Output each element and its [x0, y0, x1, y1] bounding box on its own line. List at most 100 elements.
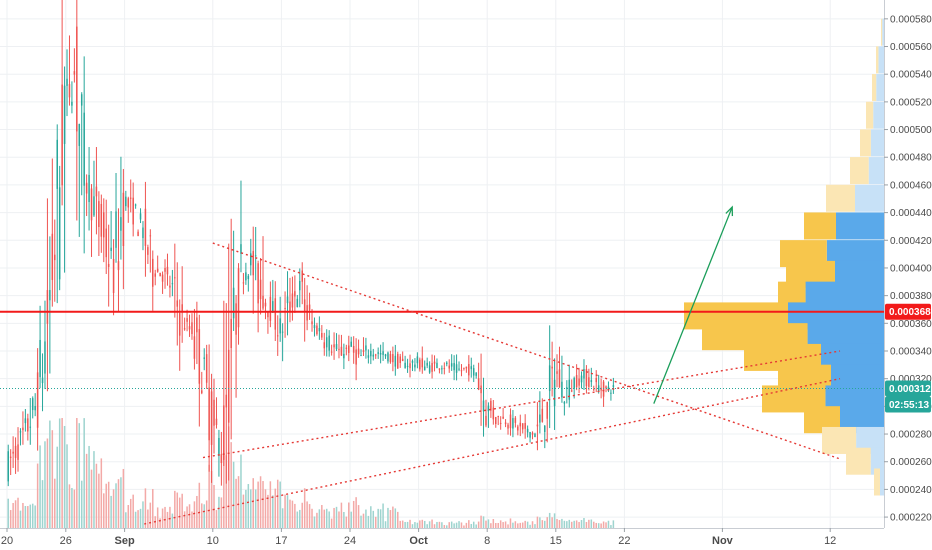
candle-body	[558, 369, 561, 388]
volume-bar	[301, 502, 303, 528]
volume-profile-up	[870, 129, 884, 157]
candle-body	[203, 357, 205, 359]
candle-body	[218, 437, 220, 456]
price-badges: 0.0003684 0.0003129 02:55:13	[885, 303, 932, 413]
volume-bar	[548, 512, 551, 528]
volume-bar	[367, 515, 370, 528]
candle-body	[169, 285, 171, 288]
candle-body	[17, 444, 19, 460]
candle-body	[431, 363, 433, 372]
candle-body	[426, 362, 428, 366]
candle-body	[142, 227, 144, 239]
candle-body	[512, 418, 514, 429]
candle-body	[450, 363, 453, 367]
candle-body	[313, 325, 316, 329]
volume-bar	[352, 500, 355, 528]
candle-body	[575, 375, 578, 388]
volume-bar	[134, 511, 137, 528]
volume-bar	[276, 479, 279, 528]
candle-body	[499, 422, 502, 424]
volume-bar	[585, 521, 588, 528]
candle-body	[120, 217, 122, 231]
volume-bar	[17, 497, 19, 528]
volume-bar	[556, 518, 558, 528]
candle-body	[475, 372, 477, 376]
candle-body	[352, 345, 355, 353]
volume-bar	[374, 516, 377, 528]
volume-bar	[68, 484, 71, 528]
volume-profile-up	[882, 18, 884, 46]
candle-body	[237, 268, 240, 328]
volume-bar	[303, 488, 306, 528]
volume-bar	[428, 521, 431, 528]
candle-body	[134, 204, 137, 206]
volume-bar	[166, 511, 169, 528]
candle-body	[610, 392, 612, 394]
candle-body	[242, 282, 245, 284]
candle-body	[198, 329, 201, 384]
volume-profile-down	[826, 184, 855, 212]
volume-bar	[433, 524, 436, 528]
volume-profile-down	[860, 129, 871, 157]
volume-bar	[306, 501, 308, 528]
candle-body	[230, 318, 232, 349]
candle-body	[566, 387, 568, 389]
candle-body	[460, 370, 463, 372]
candle-body	[330, 351, 333, 353]
candle-body	[539, 414, 541, 423]
volume-bar	[323, 509, 326, 528]
candle-body	[333, 344, 335, 348]
candle-body	[340, 346, 343, 356]
candle-body	[365, 345, 367, 351]
candle-body	[441, 368, 443, 370]
volume-bar	[421, 519, 424, 528]
candle-body	[281, 331, 284, 333]
volume-profile-up	[870, 447, 884, 475]
volume-bar	[544, 520, 546, 528]
volume-bar	[597, 523, 600, 528]
time-tick-label: 24	[344, 535, 356, 547]
candle-body	[296, 298, 299, 308]
volume-bar	[495, 522, 497, 528]
candle-body	[208, 387, 210, 441]
candle-body	[536, 424, 539, 427]
candle-body	[568, 379, 571, 400]
time-axis[interactable]: 20 26 Sep 10 17 24 Oct 8 15 22 Nov 12	[0, 528, 932, 550]
volume-bar	[485, 520, 487, 528]
candle-body	[419, 359, 421, 370]
time-tick-label: 8	[484, 535, 490, 547]
volume-bar	[529, 524, 531, 528]
candle-body	[51, 233, 54, 280]
candle-body	[509, 414, 512, 429]
candle-body	[54, 254, 56, 261]
candle-body	[389, 354, 392, 363]
volume-bar	[470, 523, 473, 528]
volume-bar	[436, 521, 438, 528]
candle-body	[323, 342, 326, 349]
candle-body	[36, 372, 39, 428]
candle-body	[71, 101, 73, 106]
volume-bar	[112, 489, 115, 528]
volume-bar	[232, 461, 235, 528]
volume-bar	[9, 510, 12, 528]
candle-body	[472, 368, 475, 376]
volume-bar	[558, 520, 561, 528]
volume-bar	[164, 506, 166, 528]
candle-body	[181, 304, 183, 312]
volume-bar	[568, 519, 571, 528]
volume-bar	[487, 519, 490, 528]
volume-bar	[446, 525, 448, 528]
candle-body	[46, 290, 49, 324]
volume-bar	[149, 502, 152, 528]
volume-bar	[394, 508, 397, 528]
volume-bar	[161, 508, 164, 528]
volume-bar	[573, 520, 575, 528]
candle-body	[85, 182, 88, 194]
volume-bar	[355, 497, 357, 528]
volume-bar	[377, 508, 379, 528]
